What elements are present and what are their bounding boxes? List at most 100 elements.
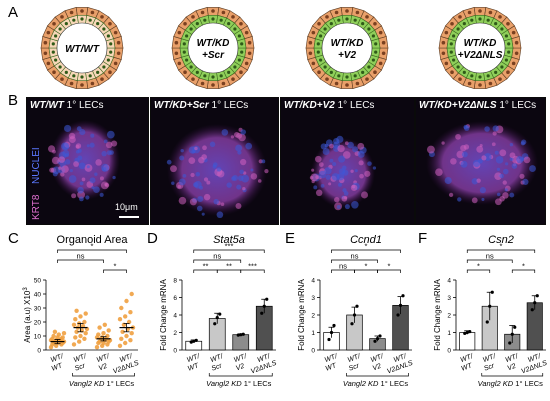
cell-nucleus	[378, 30, 383, 35]
group-label-cells: 1° LECs	[242, 379, 272, 388]
cell-signal	[364, 170, 371, 177]
cell-signal	[188, 157, 196, 164]
cell-nucleus	[60, 77, 64, 81]
cell-nucleus	[452, 34, 456, 38]
data-point	[74, 308, 79, 313]
cell-nucleus	[221, 10, 226, 15]
cell-signal	[496, 192, 501, 197]
category-label-line1: WT/	[96, 353, 111, 364]
cell-signal	[196, 205, 203, 212]
cell-nucleus	[43, 51, 48, 56]
category-label: WT/V2	[96, 353, 111, 373]
y-tick-label: 30	[34, 306, 42, 313]
cell-nucleus	[80, 75, 84, 79]
cell-signal	[529, 165, 536, 172]
bar	[232, 334, 250, 351]
y-tick-label: 2	[447, 313, 451, 320]
micrograph-wt-kd-scr: WT/KD+Scr 1° LECs	[150, 97, 279, 225]
category-label-line2: V2	[507, 363, 518, 373]
cell-nucleus	[378, 61, 383, 66]
bar	[526, 302, 543, 351]
category-label-line2: V2	[372, 363, 383, 373]
cell-nucleus	[498, 15, 502, 19]
category-label: WT/V2ΔNLS	[250, 353, 278, 376]
cell-nucleus	[374, 50, 378, 54]
cell-nucleus	[345, 83, 349, 87]
cell-signal	[324, 167, 332, 175]
cell-signal	[171, 181, 175, 185]
cell-signal	[520, 141, 526, 146]
cell-signal	[178, 196, 187, 205]
cell-signal	[199, 185, 203, 190]
cell-nucleus	[506, 21, 510, 26]
data-point	[123, 314, 128, 319]
group-bracket	[208, 373, 273, 377]
cell-signal	[212, 162, 218, 167]
lumen	[321, 22, 373, 74]
cell-signal	[78, 162, 86, 170]
data-point	[77, 339, 82, 344]
data-point	[375, 337, 380, 341]
cell-nucleus	[43, 40, 48, 45]
group-label-cells: 1° LECs	[513, 379, 543, 388]
cell-signal	[79, 181, 84, 186]
cell-signal	[505, 162, 509, 166]
cell-nucleus	[102, 27, 106, 31]
cell-signal	[182, 173, 187, 178]
cell-signal	[322, 148, 330, 155]
cell-nucleus	[373, 21, 377, 26]
cell-signal	[351, 184, 356, 189]
micrograph-title: WT/KD+V2 1° LECs	[284, 100, 375, 111]
cell-nucleus	[96, 70, 100, 74]
y-tick-label: 0	[447, 348, 451, 355]
cell-nucleus	[316, 50, 320, 54]
significance-label: *	[500, 242, 503, 251]
bar	[459, 332, 476, 351]
y-tick-label: 2	[311, 313, 315, 320]
panel-letter-b: B	[8, 92, 19, 109]
cell-signal	[494, 172, 502, 181]
cell-nucleus	[231, 15, 235, 19]
cell-signal	[75, 144, 80, 149]
cell-signal	[69, 169, 73, 173]
cell-signal	[342, 151, 351, 159]
cell-signal	[315, 189, 323, 197]
cell-signal	[492, 125, 499, 132]
cell-signal	[329, 158, 334, 163]
cell-signal	[60, 172, 65, 177]
data-point	[119, 305, 124, 311]
cell-nucleus	[72, 74, 76, 78]
cell-signal	[77, 186, 84, 194]
y-tick-label: 4	[311, 278, 315, 285]
cell-nucleus	[183, 70, 187, 75]
data-point	[535, 294, 539, 298]
cell-nucleus	[211, 75, 215, 79]
significance-bracket	[240, 269, 265, 273]
cell-signal	[426, 145, 435, 154]
cell-signal	[441, 141, 445, 145]
micrograph-wt-wt: WT/WT 1° LECs NUCLEI KRT8 10μm	[26, 97, 149, 225]
category-label: WT/V2ΔNLS	[386, 353, 414, 376]
cell-nucleus	[507, 42, 511, 46]
significance-bracket	[103, 269, 127, 273]
cell-nucleus	[233, 27, 237, 31]
y-tick-label: 6	[173, 295, 177, 302]
y-tick-label: 8	[173, 278, 177, 285]
cell-nucleus	[244, 61, 249, 66]
cell-nucleus	[329, 70, 333, 74]
cell-signal	[189, 198, 197, 206]
cell-nucleus	[227, 70, 231, 74]
cell-signal	[450, 158, 457, 165]
cell-signal	[64, 153, 70, 158]
scale-bar-label: 10μm	[115, 202, 138, 212]
significance-label: ns	[351, 252, 359, 261]
chart-title: Stat5a	[213, 234, 245, 246]
data-point	[105, 333, 110, 339]
cell-signal	[479, 144, 483, 148]
panel-letter-e: E	[285, 230, 296, 247]
y-tick-label: 1	[447, 330, 451, 337]
data-point	[350, 322, 354, 326]
data-point	[468, 330, 472, 334]
